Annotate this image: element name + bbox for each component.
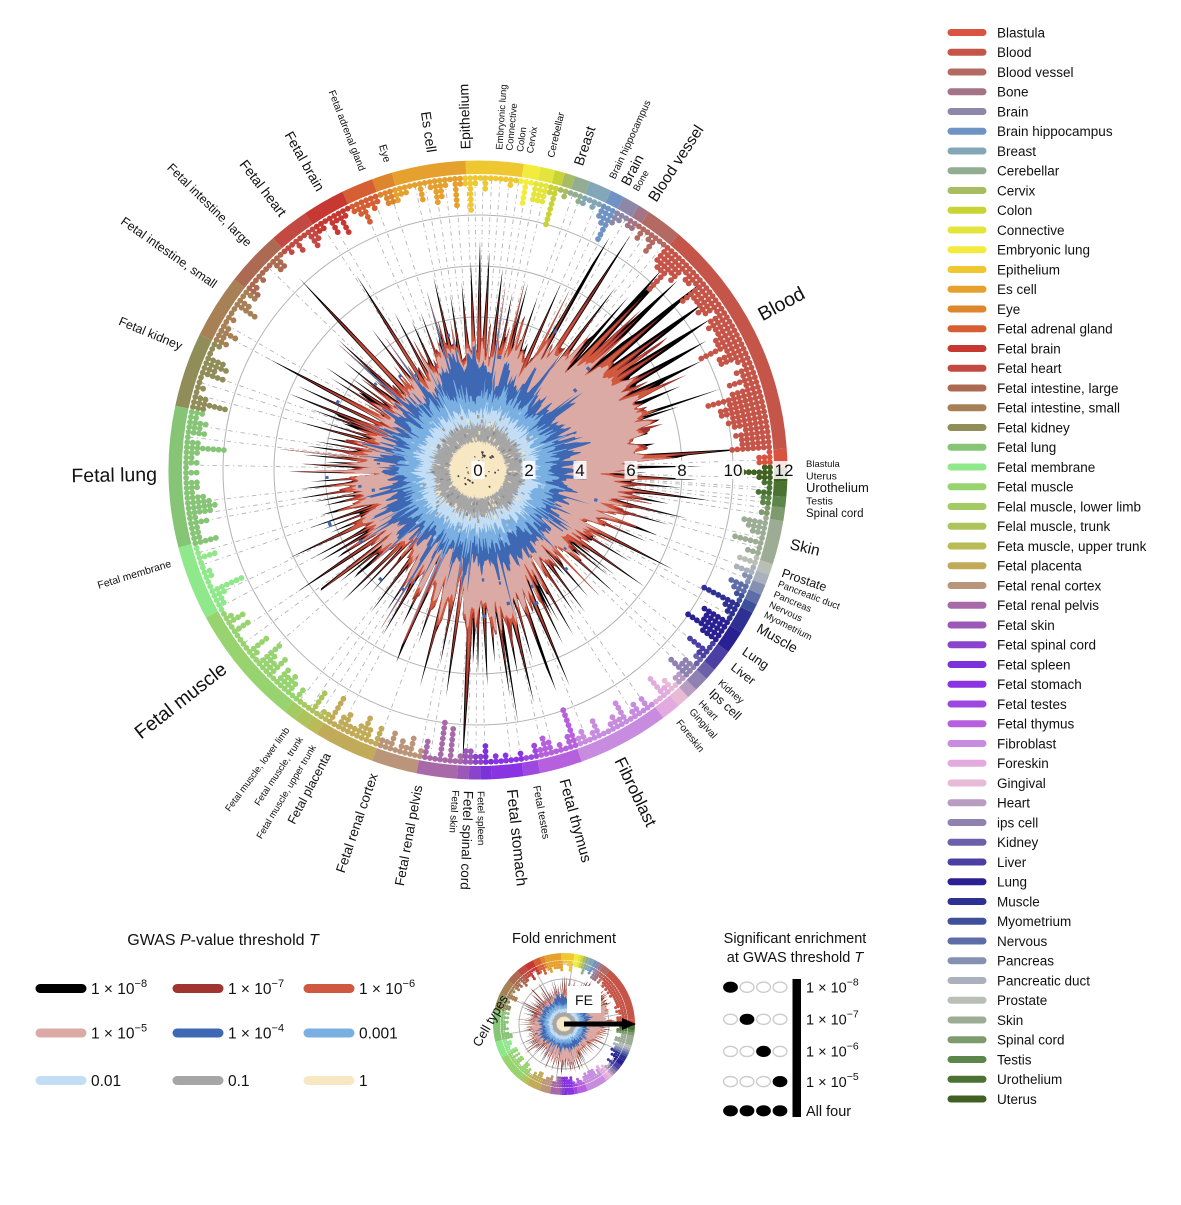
svg-text:Blastula: Blastula: [997, 25, 1046, 40]
svg-text:0.01: 0.01: [91, 1073, 121, 1090]
svg-text:Uterus: Uterus: [806, 471, 837, 483]
svg-text:Felal muscle, lower limb: Felal muscle, lower limb: [997, 499, 1141, 514]
svg-text:Cervix: Cervix: [997, 183, 1036, 198]
svg-text:Fetal adrenal gland: Fetal adrenal gland: [997, 322, 1113, 337]
svg-text:Epithelium: Epithelium: [455, 84, 473, 150]
svg-text:Nervous: Nervous: [997, 934, 1048, 949]
svg-text:Fetal spinal cord: Fetal spinal cord: [997, 638, 1096, 653]
svg-text:Fetal muscle: Fetal muscle: [997, 480, 1074, 495]
svg-text:Pancreas: Pancreas: [997, 954, 1054, 969]
svg-text:Connective: Connective: [997, 223, 1065, 238]
svg-text:Myometrium: Myometrium: [997, 914, 1071, 929]
svg-text:Fetal kidney: Fetal kidney: [997, 420, 1070, 435]
svg-text:Fold enrichment: Fold enrichment: [512, 931, 616, 947]
svg-text:6: 6: [626, 461, 635, 480]
svg-text:Heart: Heart: [997, 796, 1030, 811]
svg-text:12: 12: [775, 461, 794, 480]
svg-text:Es cell: Es cell: [997, 282, 1037, 297]
svg-text:Significant enrichment: Significant enrichment: [724, 931, 867, 947]
svg-text:Colon: Colon: [515, 126, 529, 152]
svg-text:Lung: Lung: [997, 875, 1027, 890]
svg-text:1 × 10−6: 1 × 10−6: [806, 1041, 859, 1061]
svg-text:Es cell: Es cell: [418, 110, 440, 153]
svg-text:Fetal membrane: Fetal membrane: [997, 460, 1095, 475]
svg-text:10: 10: [724, 461, 743, 480]
svg-text:Fetal heart: Fetal heart: [997, 361, 1062, 376]
svg-text:Urothelium: Urothelium: [806, 480, 869, 495]
svg-text:Colon: Colon: [997, 203, 1032, 218]
svg-text:Fetal lung: Fetal lung: [997, 440, 1056, 455]
svg-text:Pancreatic duct: Pancreatic duct: [997, 973, 1090, 988]
svg-text:Blood vessel: Blood vessel: [997, 65, 1074, 80]
svg-text:Eye: Eye: [376, 143, 393, 164]
svg-text:1: 1: [359, 1073, 368, 1090]
svg-text:Blood: Blood: [997, 45, 1032, 60]
svg-text:Fetal thymus: Fetal thymus: [997, 717, 1075, 732]
svg-text:Prostate: Prostate: [997, 993, 1047, 1008]
svg-text:1 × 10−4: 1 × 10−4: [228, 1023, 284, 1043]
svg-text:Fetal renal cortex: Fetal renal cortex: [997, 578, 1102, 593]
svg-text:Fetal skin: Fetal skin: [446, 790, 460, 833]
svg-text:Urothelium: Urothelium: [997, 1072, 1062, 1087]
svg-text:8: 8: [677, 461, 686, 480]
svg-text:Connective: Connective: [504, 103, 520, 151]
svg-text:Fetal testes: Fetal testes: [997, 697, 1067, 712]
svg-text:Epithelium: Epithelium: [997, 262, 1060, 277]
svg-text:Cervix: Cervix: [525, 126, 540, 155]
svg-text:0: 0: [473, 461, 482, 480]
svg-text:All four: All four: [806, 1104, 851, 1120]
svg-text:Fetal placenta: Fetal placenta: [997, 559, 1082, 574]
svg-text:Testis: Testis: [997, 1052, 1032, 1067]
svg-text:0.001: 0.001: [359, 1026, 398, 1043]
svg-text:1 × 10−8: 1 × 10−8: [806, 976, 859, 996]
svg-text:Brain hippocampus: Brain hippocampus: [997, 124, 1113, 139]
svg-text:Fetal spleen: Fetal spleen: [997, 657, 1071, 672]
svg-text:Feta muscle, upper trunk: Feta muscle, upper trunk: [997, 539, 1147, 554]
svg-text:Skin: Skin: [997, 1013, 1023, 1028]
svg-text:Gingival: Gingival: [997, 776, 1046, 791]
svg-text:at GWAS threshold T: at GWAS threshold T: [727, 950, 865, 966]
svg-text:Brain: Brain: [997, 104, 1029, 119]
svg-text:Liver: Liver: [997, 855, 1027, 870]
svg-text:Breast: Breast: [997, 144, 1036, 159]
svg-text:0.1: 0.1: [228, 1073, 250, 1090]
svg-text:Foreskin: Foreskin: [997, 756, 1049, 771]
svg-text:2: 2: [524, 461, 533, 480]
svg-text:Fetal brain: Fetal brain: [997, 341, 1061, 356]
svg-text:Muscle: Muscle: [997, 894, 1040, 909]
svg-text:1 × 10−5: 1 × 10−5: [806, 1071, 859, 1091]
svg-text:1 × 10−7: 1 × 10−7: [806, 1009, 859, 1029]
svg-text:Fetal stomach: Fetal stomach: [997, 677, 1082, 692]
svg-text:Uterus: Uterus: [997, 1092, 1037, 1107]
svg-text:ips cell: ips cell: [997, 815, 1038, 830]
svg-text:Spinal cord: Spinal cord: [997, 1033, 1065, 1048]
svg-text:Fetel spinal cord: Fetel spinal cord: [458, 791, 476, 891]
svg-text:Kidney: Kidney: [997, 835, 1039, 850]
svg-text:Testis: Testis: [806, 496, 833, 508]
svg-text:4: 4: [575, 461, 584, 480]
svg-text:Fetal renal pelvis: Fetal renal pelvis: [997, 598, 1099, 613]
svg-text:FE: FE: [575, 992, 593, 1008]
svg-text:Eye: Eye: [997, 302, 1020, 317]
svg-text:1 × 10−5: 1 × 10−5: [91, 1023, 147, 1043]
svg-text:Embryonic lung: Embryonic lung: [494, 84, 509, 150]
svg-text:1 × 10−6: 1 × 10−6: [359, 978, 415, 998]
svg-text:GWAS P-value threshold T: GWAS P-value threshold T: [127, 932, 320, 949]
svg-text:Skin: Skin: [788, 536, 821, 560]
svg-text:1 × 10−7: 1 × 10−7: [228, 978, 284, 998]
svg-text:Cerebellar: Cerebellar: [997, 164, 1060, 179]
svg-text:Fetal intestine, large: Fetal intestine, large: [997, 381, 1119, 396]
svg-text:Felal muscle, trunk: Felal muscle, trunk: [997, 519, 1111, 534]
svg-text:Blastula: Blastula: [806, 459, 841, 470]
svg-text:Spinal cord: Spinal cord: [806, 508, 864, 520]
svg-text:Fetel spleen: Fetel spleen: [475, 791, 486, 846]
svg-text:1 × 10−8: 1 × 10−8: [91, 978, 147, 998]
svg-text:Fetal lung: Fetal lung: [71, 464, 157, 487]
svg-text:Embryonic lung: Embryonic lung: [997, 243, 1090, 258]
svg-text:Bone: Bone: [997, 85, 1029, 100]
svg-text:Fibroblast: Fibroblast: [997, 736, 1057, 751]
svg-text:Fetal intestine, small: Fetal intestine, small: [997, 401, 1120, 416]
svg-text:Fetal skin: Fetal skin: [997, 618, 1055, 633]
